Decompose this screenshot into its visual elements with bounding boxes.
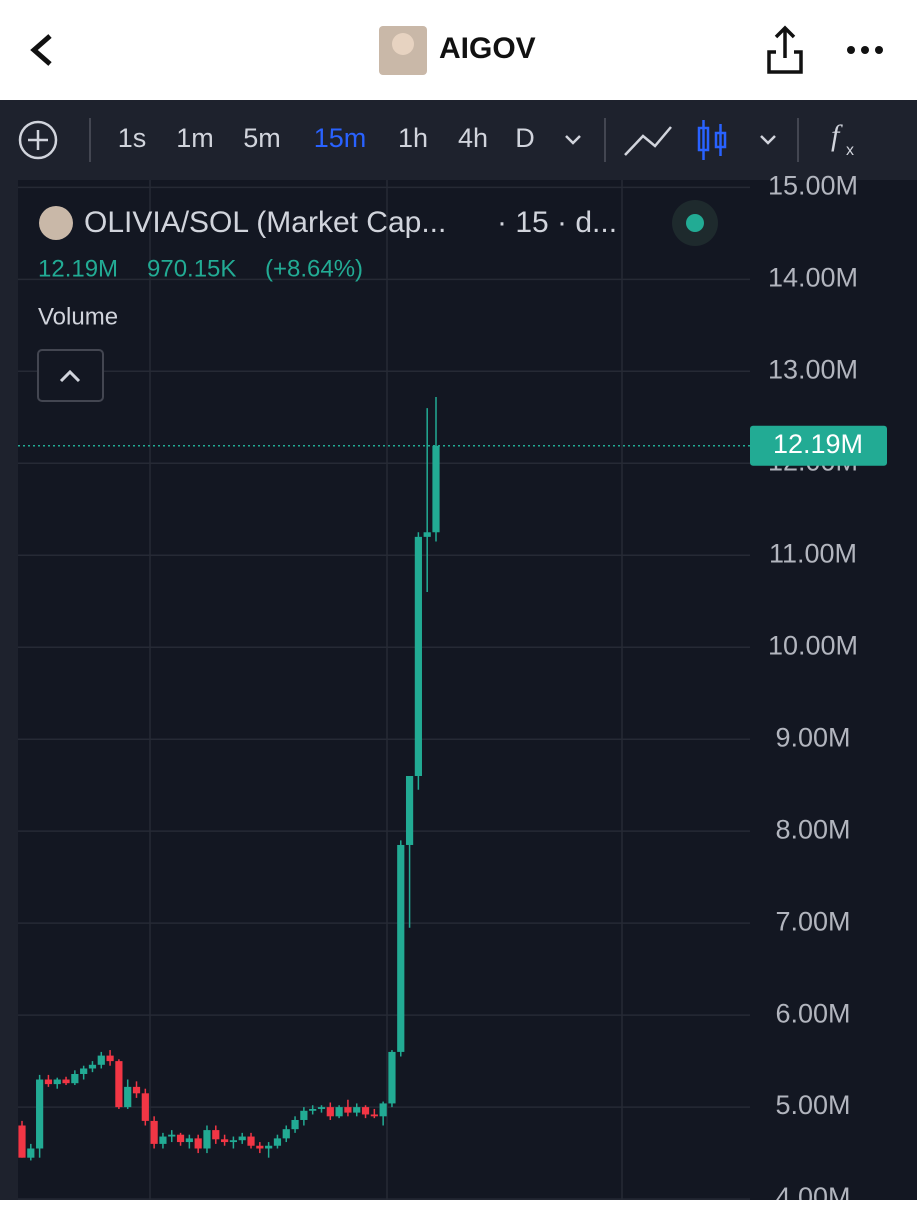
avatar-face xyxy=(392,33,414,55)
candle-body xyxy=(150,1120,158,1144)
candle-body xyxy=(62,1079,70,1084)
candle-body xyxy=(335,1107,343,1117)
candle-body xyxy=(53,1079,61,1085)
y-tick-label: 8.00M xyxy=(775,814,850,844)
y-tick-label: 11.00M xyxy=(769,538,857,568)
y-tick-label: 6.00M xyxy=(775,998,850,1028)
candle-body xyxy=(124,1086,132,1108)
candle-body xyxy=(282,1129,290,1139)
candle-body xyxy=(115,1061,123,1108)
interval-button[interactable]: D xyxy=(515,123,535,153)
candle-body xyxy=(361,1107,370,1115)
interval-button[interactable]: 1h xyxy=(398,123,428,153)
legend-interval: · 15 · d... xyxy=(497,206,617,239)
interval-button[interactable]: 5m xyxy=(243,123,281,153)
candle-body xyxy=(273,1138,282,1146)
candle-body xyxy=(44,1079,53,1085)
candle-body xyxy=(159,1136,167,1144)
candle-body xyxy=(168,1134,176,1137)
collapse-button[interactable] xyxy=(37,349,104,402)
price-label: 12.19M xyxy=(773,429,863,459)
y-tick-label: 5.00M xyxy=(775,1090,850,1120)
candle-body xyxy=(309,1108,317,1111)
collapse-icon xyxy=(59,369,81,383)
chart-bg xyxy=(18,180,917,1200)
candle-body xyxy=(247,1136,255,1146)
candle-body xyxy=(212,1130,220,1140)
candle-body xyxy=(353,1107,361,1113)
share-button[interactable] xyxy=(767,25,803,74)
candle-body xyxy=(238,1136,246,1141)
interval-dropdown[interactable] xyxy=(565,135,581,145)
y-tick-label: 13.00M xyxy=(768,354,858,384)
candle-body xyxy=(220,1139,229,1143)
header-title: AIGOV xyxy=(439,32,536,65)
y-tick-label: 10.00M xyxy=(768,630,858,660)
candle-body xyxy=(106,1055,114,1062)
back-button[interactable] xyxy=(30,34,52,66)
candle-body xyxy=(80,1068,88,1074)
legend-change: 970.15K xyxy=(147,255,236,282)
y-tick-label: 4.00M xyxy=(775,1182,850,1200)
y-tick-label: 15.00M xyxy=(768,170,858,200)
status-dot xyxy=(686,214,704,232)
candle-chart-button[interactable] xyxy=(697,120,727,160)
candle-body xyxy=(344,1107,352,1113)
add-button[interactable] xyxy=(18,120,58,160)
candle-body xyxy=(132,1086,141,1094)
candle-body xyxy=(317,1107,326,1109)
candle-body xyxy=(326,1107,334,1117)
candle-body xyxy=(27,1148,35,1158)
interval-button[interactable]: 1m xyxy=(176,123,214,153)
candle-body xyxy=(97,1055,105,1065)
candle-body xyxy=(176,1134,185,1143)
candle-body xyxy=(203,1130,211,1149)
plot: 4.00M 5.00M 6.00M 7.00M 8.00M 9.00M 10.00M 11.0… xyxy=(18,170,887,1205)
candle-body xyxy=(194,1138,202,1149)
interval-button-active[interactable]: 15m xyxy=(314,123,367,153)
candle-body xyxy=(265,1145,273,1149)
y-tick-label: 14.00M xyxy=(768,262,858,292)
y-tick-label: 7.00M xyxy=(775,906,850,936)
candle-body xyxy=(414,536,422,776)
candle-body xyxy=(397,844,405,1052)
candle-body xyxy=(229,1140,238,1143)
more-button[interactable] xyxy=(847,46,883,54)
header-bg xyxy=(0,0,917,100)
candle-body xyxy=(88,1064,97,1069)
candle-body xyxy=(423,532,431,537)
candle-body xyxy=(71,1073,79,1084)
candle-body xyxy=(36,1079,44,1149)
svg-text:x: x xyxy=(846,142,854,159)
candle-body xyxy=(388,1051,396,1104)
legend-price: 12.19M xyxy=(38,255,118,282)
interval-button[interactable]: 1s xyxy=(118,123,147,153)
symbol-avatar xyxy=(39,206,73,240)
candle-body xyxy=(300,1110,308,1120)
candle-body xyxy=(185,1138,193,1143)
price-label-bg xyxy=(750,425,887,466)
y-tick-label: 9.00M xyxy=(775,722,850,752)
candle-body xyxy=(291,1119,299,1130)
legend-change-pct: (+8.64%) xyxy=(265,255,363,282)
add-icon xyxy=(28,130,48,150)
candle-body xyxy=(405,775,414,845)
candle-body xyxy=(141,1093,149,1121)
candle-body xyxy=(370,1114,378,1117)
candle-body xyxy=(432,445,440,533)
legend-symbol: OLIVIA/SOL (Market Cap... xyxy=(84,206,446,239)
candle-body xyxy=(379,1103,387,1117)
chart-type-dropdown[interactable] xyxy=(760,135,776,145)
interval-button[interactable]: 4h xyxy=(458,123,488,153)
line-chart-button[interactable] xyxy=(624,126,672,156)
legend-volume: Volume xyxy=(38,303,118,330)
candle-body xyxy=(18,1125,26,1158)
candle-body xyxy=(256,1145,264,1149)
